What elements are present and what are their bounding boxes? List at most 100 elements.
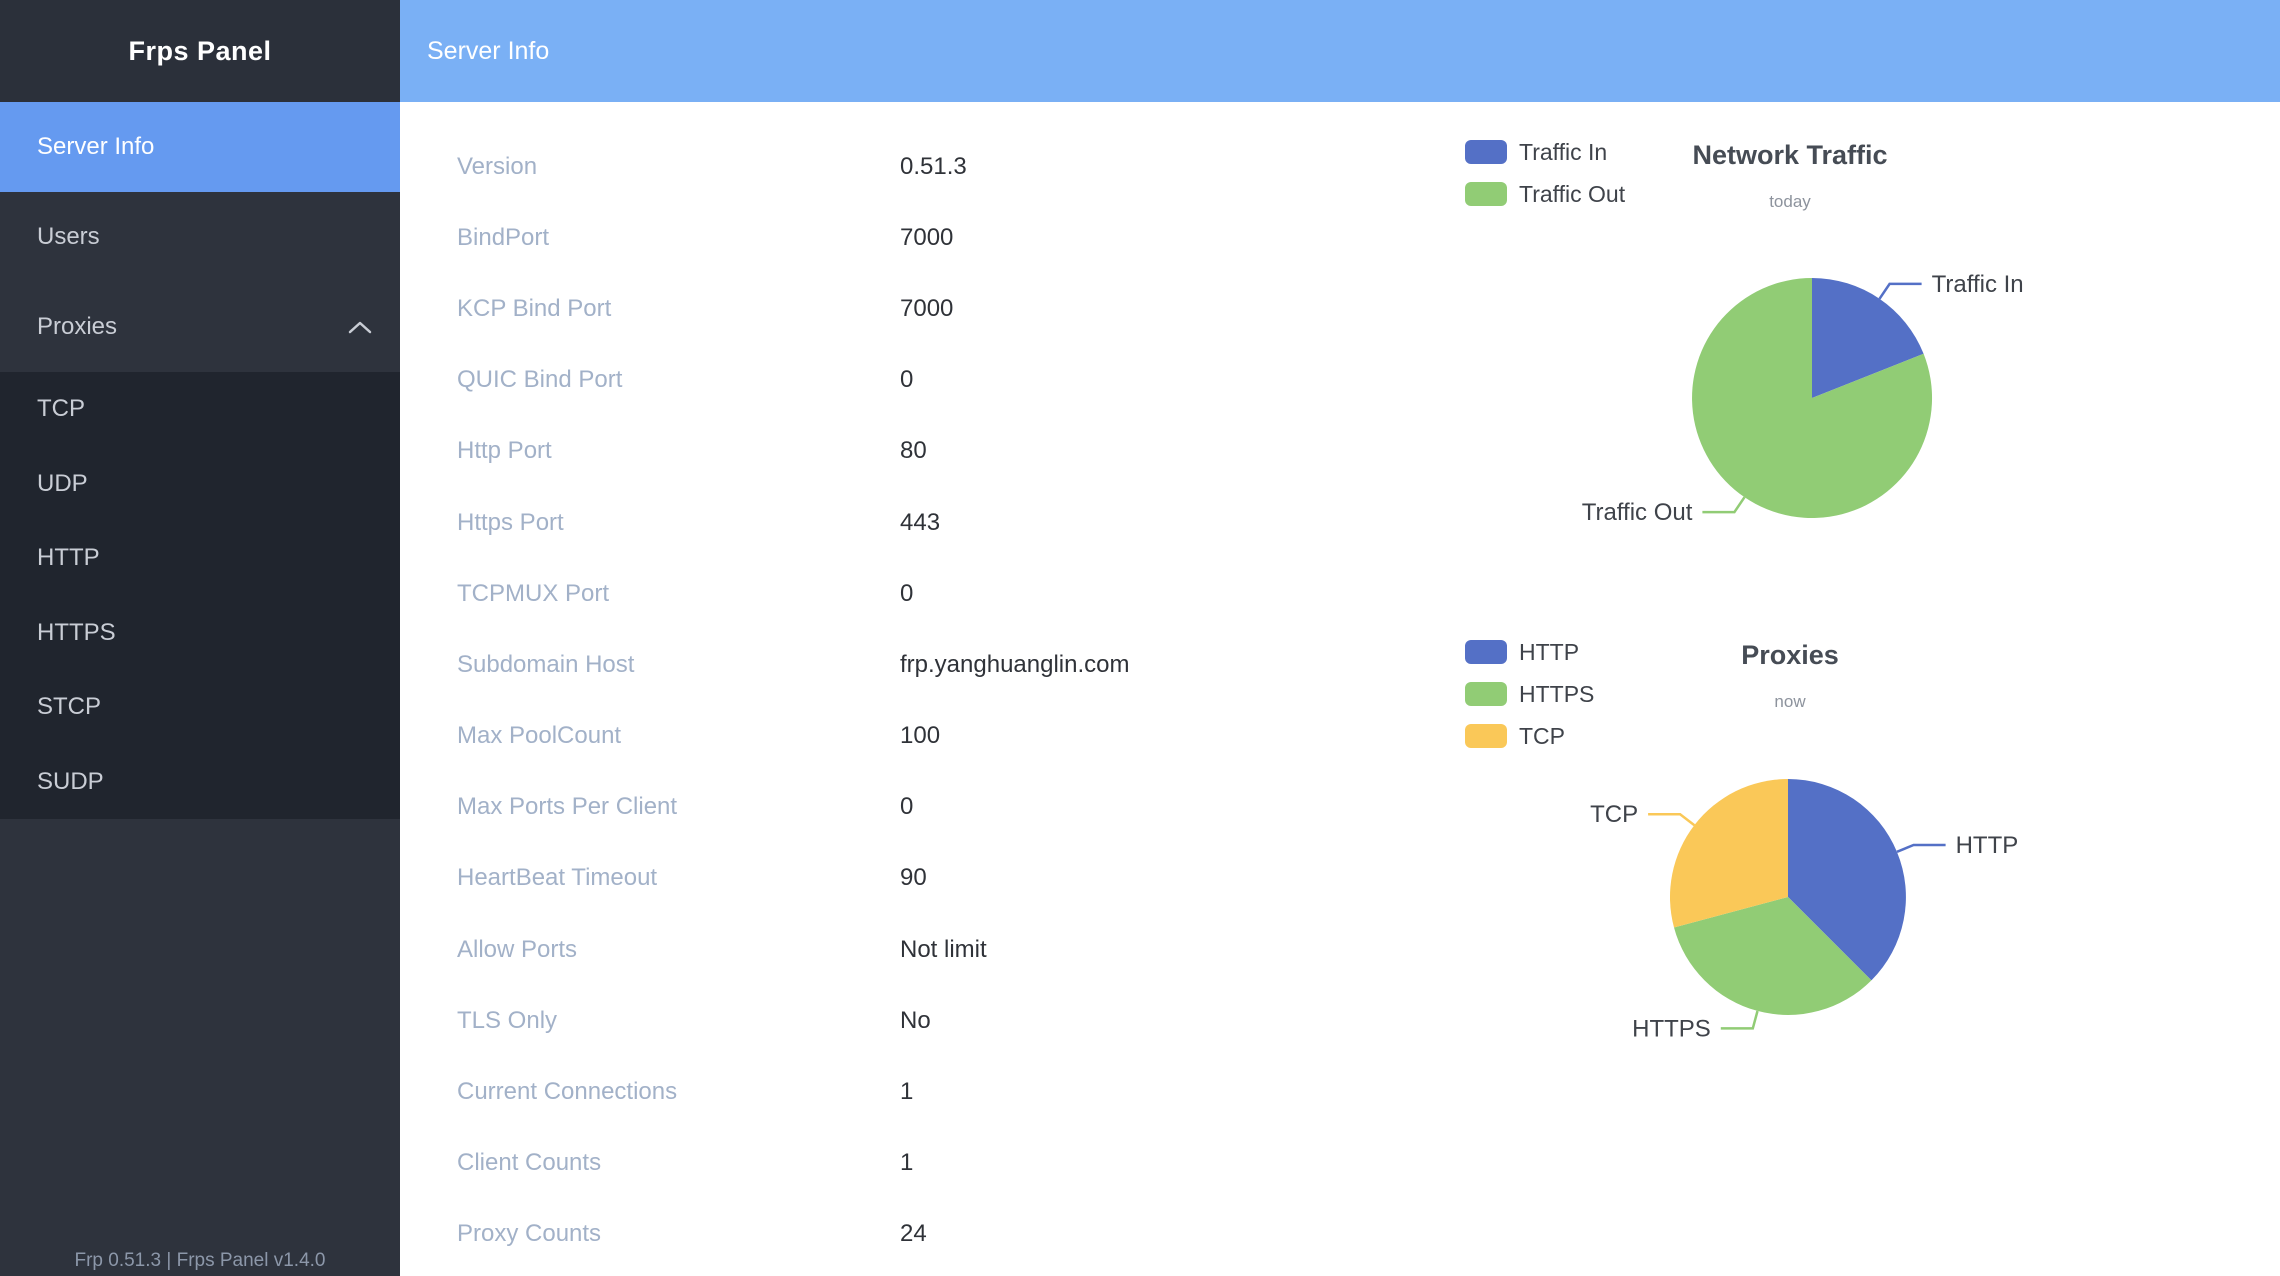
sidebar-item-label: TCP (37, 395, 85, 422)
info-row: TLS Only No (400, 985, 1420, 1056)
info-value: 0 (900, 579, 914, 607)
info-value: No (900, 1006, 931, 1034)
chart-legend: HTTP HTTPS TCP (1465, 638, 1594, 766)
pie-label: TCP (1590, 801, 1638, 828)
legend-label: TCP (1519, 722, 1565, 749)
chart-legend: Traffic In Traffic Out (1465, 138, 1626, 224)
sidebar-item-label: HTTP (37, 544, 100, 571)
sidebar-item-stcp[interactable]: STCP (0, 670, 400, 745)
info-label: Subdomain Host (457, 650, 635, 678)
info-value: 80 (900, 437, 927, 465)
legend-swatch (1465, 182, 1507, 206)
info-value: 443 (900, 508, 941, 536)
info-value: 0 (900, 366, 914, 394)
info-value: 1 (900, 1149, 914, 1177)
info-row: Current Connections 1 (400, 1056, 1420, 1127)
legend-swatch (1465, 682, 1507, 706)
legend-item-http[interactable]: HTTP (1465, 638, 1594, 665)
legend-label: Traffic In (1519, 138, 1608, 165)
sidebar-item-sudp[interactable]: SUDP (0, 745, 400, 820)
chevron-up-icon (348, 321, 372, 334)
pie-label-line (1720, 1010, 1759, 1030)
info-value: Not limit (900, 935, 987, 963)
sidebar-item-https[interactable]: HTTPS (0, 596, 400, 671)
sidebar-item-label: Server Info (37, 133, 155, 160)
chart-subtitle: today (1769, 192, 1811, 211)
pie-label-line (1878, 282, 1922, 300)
sidebar-item-label: UDP (37, 469, 88, 497)
pie-slice-https[interactable] (1674, 897, 1872, 1015)
sidebar-footer-version: Frp 0.51.3 | Frps Panel v1.4.0 (74, 1250, 326, 1271)
sidebar-menu: Server Info Users Proxies TCP UDP HTTP H… (0, 102, 400, 819)
info-label: Https Port (457, 508, 564, 536)
pie-label: Traffic In (1932, 271, 2024, 298)
pie-label: HTTP (1956, 832, 2019, 859)
info-row: Max PoolCount 100 (400, 701, 1420, 772)
info-label: BindPort (457, 223, 550, 251)
legend-label: Traffic Out (1519, 180, 1626, 207)
pie-label-line (1702, 496, 1746, 514)
sidebar-item-label: STCP (37, 693, 102, 720)
legend-item-https[interactable]: HTTPS (1465, 681, 1594, 707)
info-value: 7000 (900, 223, 954, 251)
info-label: Current Connections (457, 1078, 678, 1106)
legend-swatch (1465, 724, 1507, 748)
info-label: Proxy Counts (457, 1220, 602, 1248)
sidebar-item-label: SUDP (37, 767, 104, 795)
pie-label: HTTPS (1632, 1015, 1711, 1042)
pie-slice-http[interactable] (1788, 779, 1906, 981)
sidebar-item-udp[interactable]: UDP (0, 447, 400, 522)
proxies-pie: HTTP HTTPS TCP (1590, 779, 2019, 1042)
info-row: Allow Ports Not limit (400, 914, 1420, 985)
chart-subtitle: now (1774, 692, 1806, 711)
pie-slice-traffic-in[interactable] (1812, 278, 1924, 398)
info-label: KCP Bind Port (457, 294, 612, 322)
pie-slice-tcp[interactable] (1669, 779, 1788, 928)
legend-swatch (1465, 640, 1507, 664)
info-label: Max PoolCount (457, 722, 622, 750)
app-title: Frps Panel (0, 0, 400, 102)
pie-label-line (1648, 812, 1696, 827)
info-label: TCPMUX Port (457, 579, 610, 607)
info-row: Https Port 443 (400, 487, 1420, 558)
info-value: 7000 (900, 294, 954, 322)
sidebar-item-label: Proxies (37, 313, 118, 340)
info-row: HeartBeat Timeout 90 (400, 843, 1420, 914)
info-value: frp.yanghuanglin.com (900, 650, 1130, 678)
network-traffic-pie: Traffic In Traffic Out (1582, 271, 2024, 526)
chart-title: Network Traffic (1692, 140, 1888, 170)
info-row: Proxy Counts 24 (400, 1199, 1420, 1270)
server-info-list: Version 0.51.3 BindPort 7000 KCP Bind Port 70… (400, 131, 1420, 1270)
sidebar-item-proxies[interactable]: Proxies (0, 282, 400, 372)
pie-label-line (1896, 843, 1946, 853)
info-row: Subdomain Host frp.yanghuanglin.com (400, 629, 1420, 700)
info-label: QUIC Bind Port (457, 366, 623, 394)
sidebar-item-server-info[interactable]: Server Info (0, 102, 400, 192)
info-row: KCP Bind Port 7000 (400, 273, 1420, 344)
legend-item-traffic-in[interactable]: Traffic In (1465, 138, 1625, 165)
info-label: TLS Only (457, 1006, 558, 1034)
info-value: 24 (900, 1220, 927, 1248)
info-value: 90 (900, 864, 927, 892)
legend-item-tcp[interactable]: TCP (1465, 722, 1594, 749)
info-label: Max Ports Per Client (457, 793, 678, 821)
info-label: Http Port (457, 437, 552, 465)
proxies-chart: HTTP HTTPS TCP Proxies now HTTP HTTPS TCP (1440, 620, 2140, 1100)
info-row: Version 0.51.3 (400, 131, 1420, 202)
info-row: Http Port 80 (400, 416, 1420, 487)
sidebar-item-http[interactable]: HTTP (0, 521, 400, 596)
pie-slice-traffic-out[interactable] (1692, 278, 1933, 518)
sidebar-item-label: Users (37, 223, 100, 250)
chart-title: Proxies (1741, 640, 1839, 670)
info-row: Max Ports Per Client 0 (400, 772, 1420, 843)
info-row: TCPMUX Port 0 (400, 558, 1420, 629)
info-value: 100 (900, 722, 941, 750)
legend-label: HTTP (1519, 638, 1580, 665)
info-label: HeartBeat Timeout (457, 864, 658, 892)
info-row: Client Counts 1 (400, 1128, 1420, 1199)
legend-item-traffic-out[interactable]: Traffic Out (1465, 180, 1626, 207)
sidebar-item-users[interactable]: Users (0, 192, 400, 282)
legend-swatch (1465, 140, 1507, 164)
sidebar-item-tcp[interactable]: TCP (0, 372, 400, 447)
page-header: Server Info (400, 0, 2280, 102)
